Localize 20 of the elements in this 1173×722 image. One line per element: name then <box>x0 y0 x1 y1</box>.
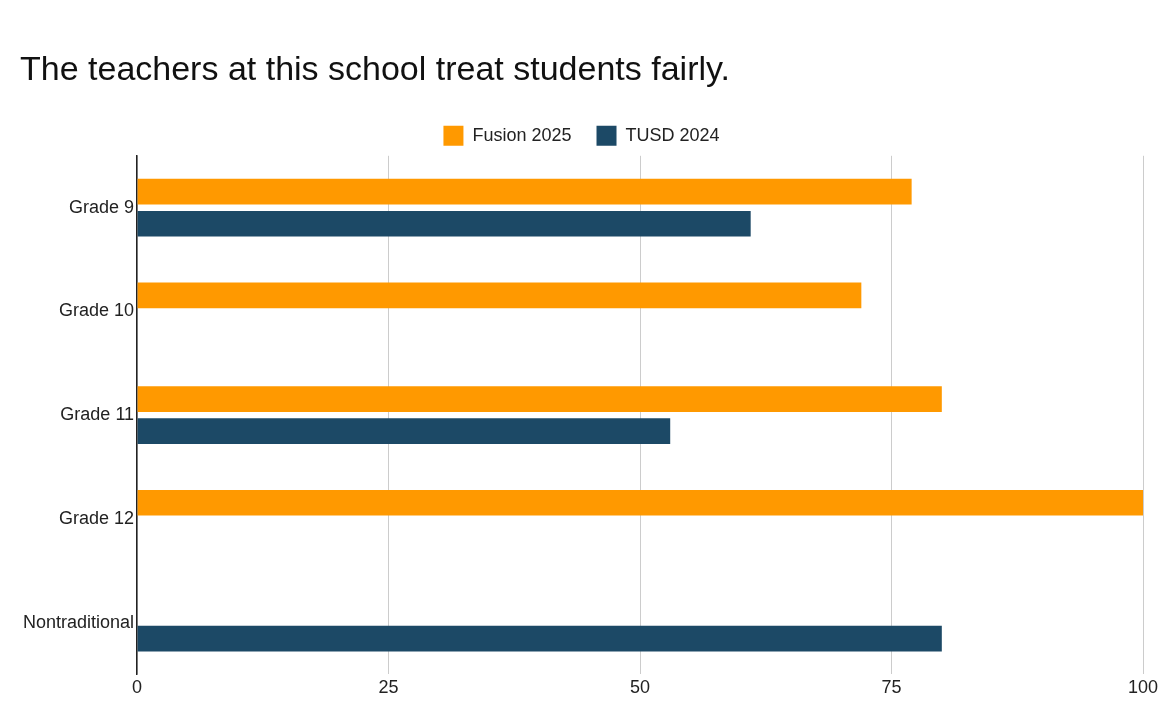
bar <box>137 418 671 445</box>
x-tick-label: 75 <box>881 677 902 698</box>
x-tick-label: 50 <box>630 677 651 698</box>
chart-title: The teachers at this school treat students fairly. <box>20 48 730 87</box>
x-tick-label: 100 <box>1127 677 1159 698</box>
bar <box>137 282 862 309</box>
legend-label: Fusion 2025 <box>472 124 572 145</box>
x-tick-label: 25 <box>378 677 399 698</box>
bar <box>137 178 912 205</box>
x-tick-label: 0 <box>132 677 143 698</box>
y-tick-label: Grade 12 <box>59 507 135 528</box>
y-tick-label: Grade 11 <box>60 404 135 425</box>
y-tick-label: Grade 9 <box>69 196 135 217</box>
legend-label: TUSD 2024 <box>625 124 720 145</box>
y-tick-label: Grade 10 <box>59 300 135 321</box>
bar <box>137 386 942 412</box>
bar <box>137 489 1143 516</box>
bar <box>137 625 942 652</box>
bar <box>137 210 751 237</box>
y-tick-label: Nontraditional <box>22 611 135 632</box>
